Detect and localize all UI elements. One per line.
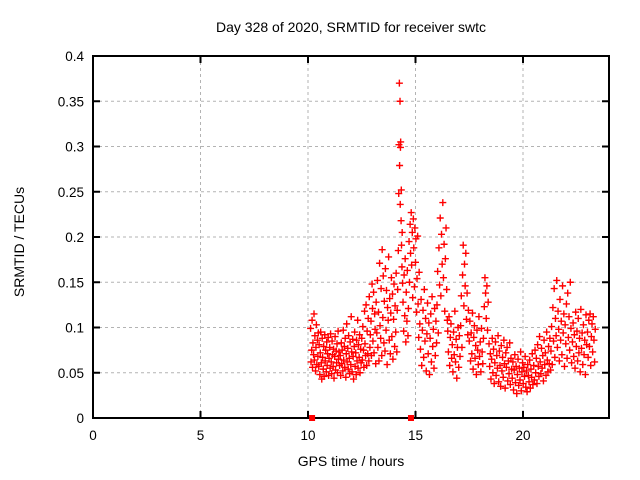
- y-tick-label: 0.15: [58, 275, 84, 290]
- x-tick-label: 20: [515, 428, 530, 443]
- y-tick-label: 0.35: [58, 94, 84, 109]
- y-tick-label: 0.25: [58, 185, 84, 200]
- y-tick-labels: 0 0.05 0.1 0.15 0.2 0.25 0.3 0.35 0.4: [58, 49, 85, 426]
- x-tick-label: 0: [89, 428, 97, 443]
- x-tick-labels: 0 5 10 15 20: [89, 428, 530, 443]
- chart-title: Day 328 of 2020, SRMTID for receiver swt…: [216, 19, 486, 35]
- axis-ticks: [92, 55, 609, 419]
- grid-lines: [93, 56, 609, 418]
- y-tick-label: 0.2: [65, 230, 84, 245]
- x-axis-label: GPS time / hours: [297, 453, 405, 469]
- series-baseline-event-markers: [309, 415, 414, 421]
- y-tick-label: 0.1: [65, 321, 84, 336]
- x-tick-label: 15: [408, 428, 423, 443]
- y-tick-label: 0.3: [65, 140, 84, 155]
- y-tick-label: 0.05: [58, 366, 84, 381]
- x-tick-label: 5: [197, 428, 205, 443]
- y-tick-label: 0: [76, 411, 84, 426]
- series-SRMTID: [307, 79, 599, 398]
- x-tick-label: 10: [300, 428, 315, 443]
- y-tick-label: 0.4: [65, 49, 84, 64]
